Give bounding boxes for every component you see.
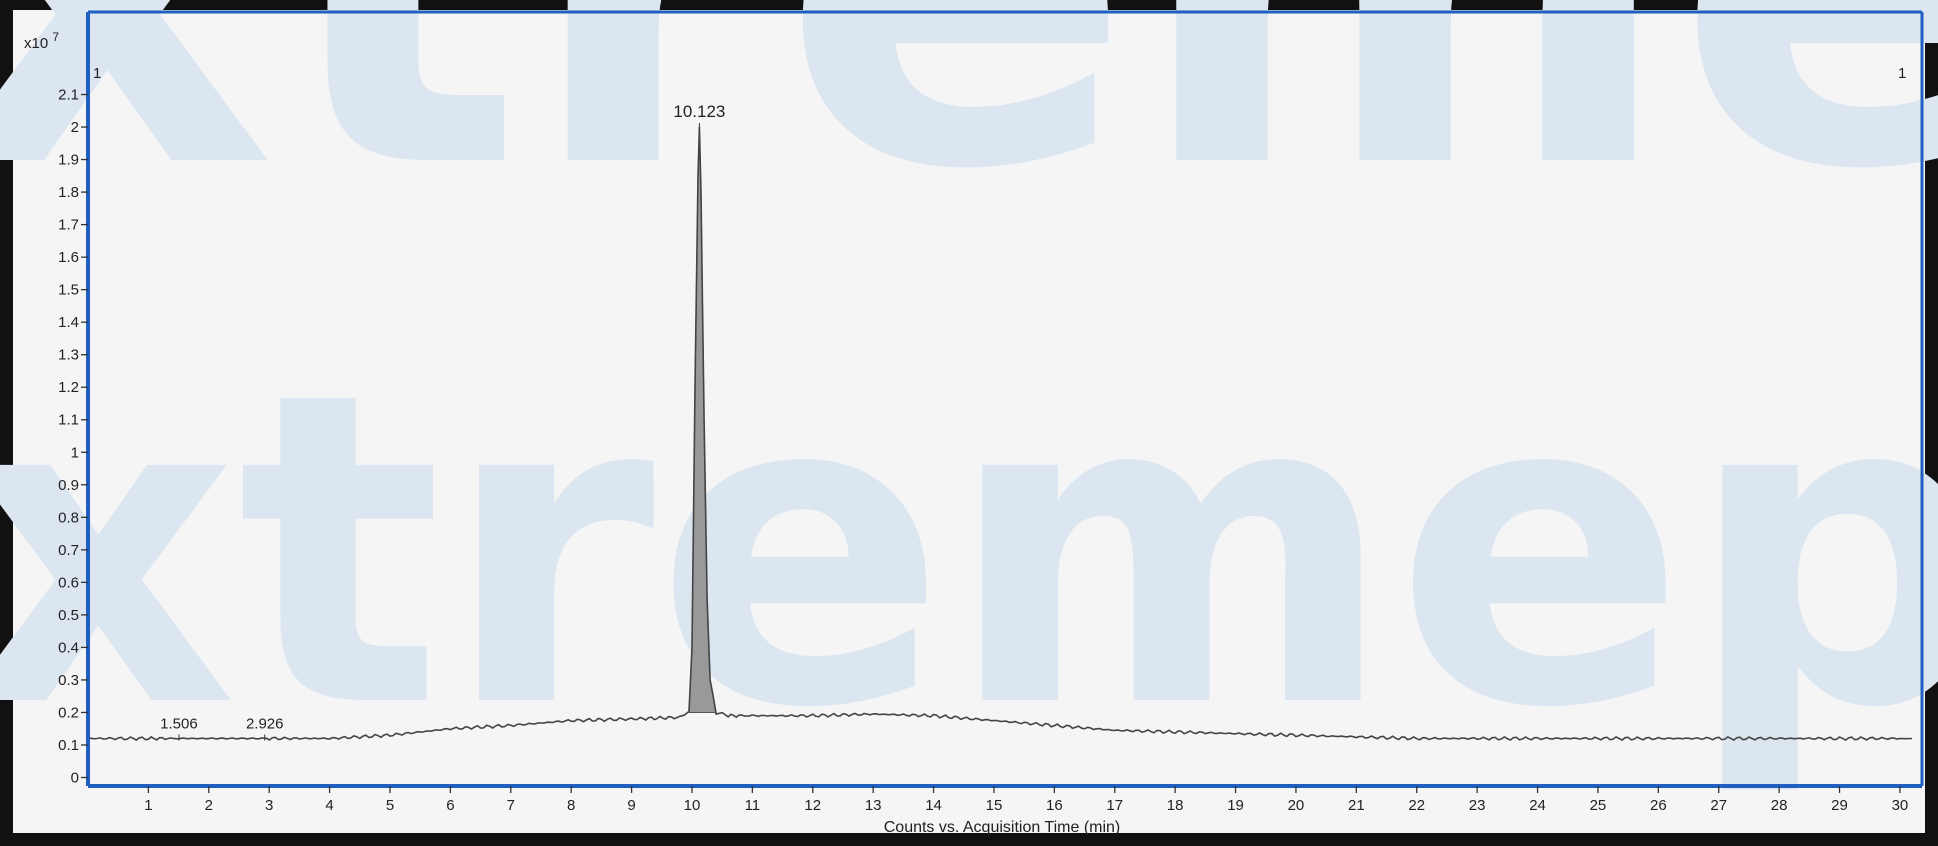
x-tick-label: 11 [745,797,761,814]
watermark-text-main: xtremepeptides [0,302,1938,802]
x-tick-label: 8 [567,797,575,814]
x-tick-label: 28 [1771,797,1788,814]
y-tick-label: 1.8 [58,184,79,201]
x-tick-label: 16 [1046,797,1063,814]
y-tick-label: 1.5 [58,282,79,299]
y-tick-label: 1.4 [58,314,79,331]
watermark-text-top: xtremepeptides [0,0,1938,283]
x-tick-label: 5 [386,797,394,814]
x-tick-label: 23 [1469,797,1486,814]
x-tick-label: 12 [804,797,821,814]
x-tick-label: 9 [627,797,635,814]
x-tick-label: 24 [1529,797,1546,814]
x-tick-label: 26 [1650,797,1667,814]
y-tick-label: 2.1 [58,87,79,104]
y-tick-label: 1.6 [58,249,79,266]
x-tick-label: 10 [684,797,701,814]
x-axis-ticks: 1 2 3 4 5 6 7 8 9 10 11 12 13 14 15 16 17 18 19 20 21 22 23 24 2… [144,786,1908,814]
annotation-label: 1.506 [160,715,198,732]
x-tick-label: 22 [1408,797,1425,814]
x-tick-label: 2 [205,797,213,814]
annotation-label: 10.123 [673,102,725,121]
x-tick-label: 14 [925,797,942,814]
y-tick-label: 0 [71,769,79,786]
y-multiplier-base: x10 [24,35,48,52]
y-tick-label: 0.3 [58,672,79,689]
y-tick-label: 0.5 [58,607,79,624]
watermark: xtremepeptidesxtremepeptides [0,0,1938,802]
x-axis-title: Counts vs. Acquisition Time (min) [884,819,1121,836]
y-tick-label: 1.1 [58,412,79,429]
y-tick-label: 0.8 [58,509,79,526]
annotation-label: 2.926 [246,715,284,732]
x-tick-label: 21 [1348,797,1365,814]
x-tick-label: 3 [265,797,273,814]
y-axis-ticks: 0 0.1 0.2 0.3 0.4 0.5 0.6 0.7 0.8 0.9 1 1.1 1.2 1.3 1.… [58,87,88,786]
x-tick-label: 17 [1106,797,1123,814]
y-tick-label: 1.2 [58,379,79,396]
x-tick-label: 20 [1288,797,1305,814]
x-tick-label: 6 [446,797,454,814]
y-multiplier-exponent: 7 [52,30,59,44]
x-tick-label: 25 [1590,797,1607,814]
corner-label-right: 1 [1898,65,1906,82]
y-multiplier-label: x10 7 [24,30,59,52]
x-tick-label: 29 [1831,797,1848,814]
y-tick-label: 0.4 [58,639,79,656]
x-tick-label: 13 [865,797,882,814]
corner-label-left: 1 [93,65,101,82]
y-tick-label: 0.2 [58,704,79,721]
series-line [87,126,1913,742]
y-tick-label: 0.1 [58,737,79,754]
y-tick-label: 0.6 [58,574,79,591]
annotations: 10.123 1.506 2.926 [160,102,725,741]
y-tick-label: 1.7 [58,217,79,234]
axes [86,10,1924,788]
x-tick-label: 19 [1227,797,1244,814]
y-tick-label: 1 [71,444,79,461]
y-tick-label: 1.9 [58,152,79,169]
y-tick-label: 0.7 [58,542,79,559]
y-tick-label: 0.9 [58,477,79,494]
y-tick-label: 2 [71,119,79,136]
x-tick-label: 7 [507,797,515,814]
x-tick-label: 4 [325,797,333,814]
y-tick-label: 1.3 [58,347,79,364]
x-tick-label: 1 [144,797,152,814]
x-tick-label: 30 [1892,797,1909,814]
x-tick-label: 27 [1710,797,1727,814]
x-tick-label: 18 [1167,797,1184,814]
x-tick-label: 15 [986,797,1003,814]
chromatogram-trace [87,126,1913,742]
